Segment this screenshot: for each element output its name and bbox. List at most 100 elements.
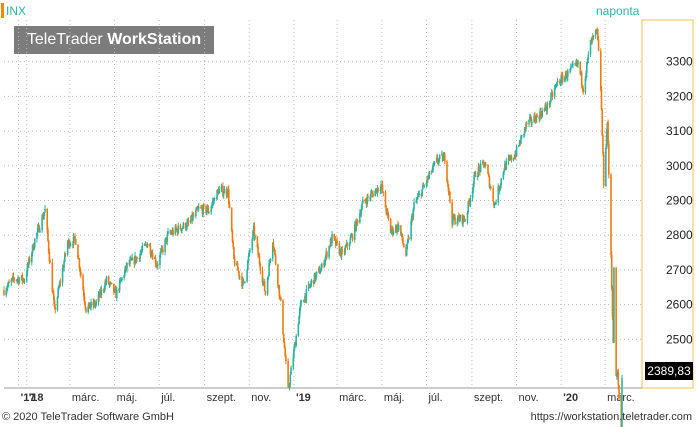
candle-body <box>21 275 24 281</box>
candle-body <box>564 76 566 82</box>
candle-body <box>497 186 500 203</box>
candle-body <box>179 225 182 230</box>
candle-body <box>449 191 451 203</box>
candle-body <box>36 232 38 239</box>
candle-body <box>361 199 364 204</box>
candle-body <box>36 227 39 233</box>
candle-body <box>610 174 612 256</box>
candle-body <box>367 196 369 198</box>
candle-body <box>140 250 143 253</box>
candle-body <box>269 258 272 262</box>
candle-body <box>356 220 359 223</box>
candle-body <box>57 288 59 297</box>
candle-body <box>273 247 275 251</box>
candle-body <box>331 233 333 244</box>
candle-body <box>613 267 615 343</box>
candle-body <box>318 268 321 274</box>
candle-body <box>464 220 467 222</box>
candle-body <box>268 263 270 277</box>
period-label[interactable]: naponta <box>596 4 640 18</box>
x-tick-label: nov. <box>519 392 539 404</box>
candle-body <box>175 226 177 230</box>
candle-body <box>422 185 424 190</box>
candle-body <box>47 229 49 241</box>
teletrader-logo: TeleTrader WorkStation <box>14 26 214 54</box>
candle-body <box>385 207 388 213</box>
candle-body <box>541 110 543 117</box>
candle-body <box>505 160 508 170</box>
candle-body <box>502 172 505 179</box>
candle-body <box>139 253 141 259</box>
candle-body <box>159 254 161 265</box>
candle-body <box>82 275 84 291</box>
candle-body <box>284 347 286 357</box>
candle-body <box>487 164 489 174</box>
candle-body <box>390 231 393 233</box>
candle-body <box>500 178 502 185</box>
candle-body <box>555 84 557 87</box>
candle-body <box>427 175 430 180</box>
candle-body <box>348 243 351 247</box>
candle-body <box>118 280 121 291</box>
candle-body <box>452 215 454 225</box>
candle-body <box>211 201 214 205</box>
candle-body <box>63 253 66 262</box>
candle-body <box>87 306 90 313</box>
candle-body <box>63 261 65 269</box>
candle-body <box>120 280 122 282</box>
candle-body <box>345 245 347 248</box>
candle-body <box>52 293 55 300</box>
candle-body <box>608 143 610 175</box>
candle-body <box>38 225 40 233</box>
candle-body <box>181 227 184 229</box>
candle-body <box>611 288 614 318</box>
candle-body <box>319 271 322 274</box>
candle-body <box>549 101 552 105</box>
ticker-label: INX <box>6 4 27 18</box>
candle-body <box>586 59 589 63</box>
candle-body <box>602 153 605 186</box>
candle-body <box>370 193 372 198</box>
candle-body <box>487 173 490 177</box>
candle-body <box>145 243 147 245</box>
candle-body <box>192 215 194 221</box>
candle-body <box>591 37 593 44</box>
candle-body <box>222 193 225 196</box>
candle-body <box>433 161 436 164</box>
candle-body <box>114 288 117 290</box>
candle-body <box>381 184 383 186</box>
candle-body <box>10 280 13 283</box>
candle-body <box>571 64 574 67</box>
candle-body <box>594 30 597 36</box>
candle-body <box>216 189 218 200</box>
candle-body <box>5 290 7 295</box>
candle-body <box>426 177 429 183</box>
candle-body <box>551 92 554 97</box>
candle-body <box>247 255 250 261</box>
candle-body <box>28 258 31 263</box>
candle-body <box>400 225 402 235</box>
candle-body <box>539 111 542 116</box>
candle-body <box>478 166 481 169</box>
candle-body <box>238 276 241 278</box>
source-url[interactable]: https://workstation.teletrader.com <box>530 411 692 423</box>
candle-body <box>447 184 450 192</box>
candle-body <box>282 300 284 334</box>
candle-body <box>392 227 394 234</box>
candle-body <box>433 163 435 165</box>
x-tick-label: szept. <box>474 392 503 404</box>
candle-body <box>326 251 328 258</box>
candle-body <box>210 207 213 213</box>
candle-body <box>3 290 5 295</box>
candle-body <box>432 164 434 170</box>
candle-body <box>228 203 231 208</box>
candle-body <box>536 115 538 117</box>
candle-body <box>535 115 538 123</box>
candle-body <box>94 303 97 306</box>
candle-body <box>103 289 106 291</box>
candle-body <box>135 257 138 262</box>
candle-body <box>293 348 295 358</box>
candle-body <box>600 89 603 110</box>
candle-body <box>408 238 410 240</box>
